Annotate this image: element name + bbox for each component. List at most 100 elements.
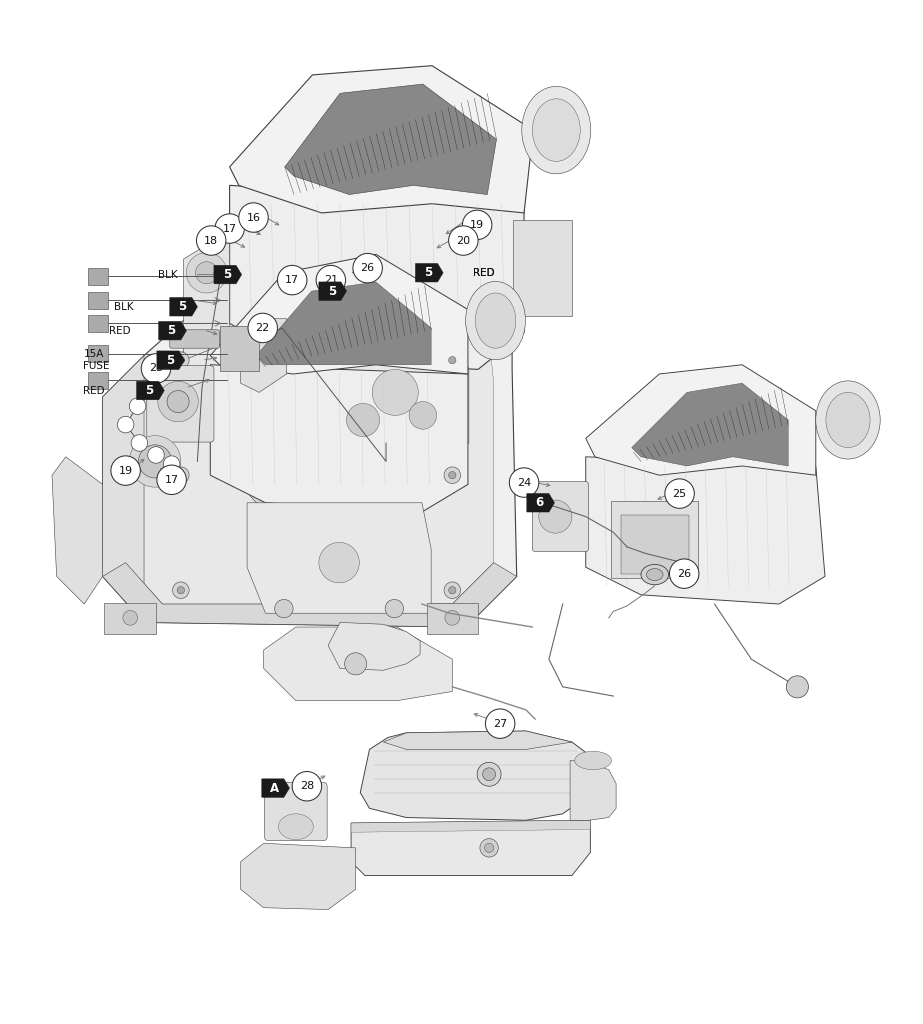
FancyBboxPatch shape — [88, 268, 108, 285]
Circle shape — [669, 559, 699, 589]
Text: 5: 5 — [222, 268, 231, 281]
Circle shape — [129, 398, 146, 415]
Polygon shape — [157, 351, 185, 370]
Circle shape — [346, 403, 379, 436]
Ellipse shape — [243, 427, 395, 523]
Ellipse shape — [521, 86, 591, 174]
Circle shape — [385, 599, 403, 617]
Text: 17: 17 — [164, 475, 179, 484]
Text: 21: 21 — [324, 275, 338, 285]
Polygon shape — [230, 185, 524, 370]
FancyBboxPatch shape — [88, 292, 108, 308]
Text: A: A — [270, 781, 280, 795]
FancyBboxPatch shape — [513, 220, 572, 316]
Polygon shape — [328, 623, 420, 671]
Circle shape — [275, 599, 294, 617]
FancyBboxPatch shape — [88, 315, 108, 332]
Polygon shape — [631, 383, 788, 466]
Circle shape — [173, 467, 189, 483]
Text: 6: 6 — [535, 497, 544, 509]
Text: 5: 5 — [146, 384, 153, 397]
Text: 16: 16 — [246, 213, 260, 222]
Polygon shape — [527, 494, 555, 512]
Polygon shape — [247, 503, 431, 613]
Ellipse shape — [826, 392, 870, 447]
Text: 5: 5 — [425, 266, 433, 280]
Polygon shape — [586, 365, 816, 475]
Circle shape — [177, 587, 185, 594]
Circle shape — [485, 844, 494, 853]
Text: 27: 27 — [493, 719, 508, 729]
Circle shape — [111, 456, 140, 485]
Ellipse shape — [465, 282, 525, 359]
Circle shape — [480, 839, 498, 857]
Text: BLK: BLK — [114, 302, 134, 311]
Text: RED: RED — [109, 326, 130, 336]
Circle shape — [177, 356, 185, 364]
Polygon shape — [137, 381, 164, 399]
Circle shape — [409, 401, 437, 429]
Polygon shape — [241, 844, 355, 909]
Circle shape — [353, 253, 382, 283]
Circle shape — [167, 390, 189, 413]
Polygon shape — [102, 318, 517, 627]
Circle shape — [372, 370, 418, 416]
Circle shape — [117, 417, 134, 433]
FancyBboxPatch shape — [104, 603, 156, 635]
Text: 26: 26 — [361, 263, 375, 273]
Circle shape — [196, 262, 218, 284]
Polygon shape — [214, 265, 242, 284]
FancyBboxPatch shape — [170, 330, 220, 348]
Polygon shape — [570, 761, 616, 820]
Circle shape — [344, 652, 366, 675]
Circle shape — [173, 352, 189, 369]
Circle shape — [477, 762, 501, 786]
Polygon shape — [285, 84, 497, 195]
Circle shape — [239, 203, 269, 232]
Text: 20: 20 — [456, 236, 471, 246]
Circle shape — [123, 610, 138, 626]
Polygon shape — [126, 337, 494, 604]
Polygon shape — [257, 282, 431, 365]
Circle shape — [539, 500, 572, 534]
FancyBboxPatch shape — [88, 345, 108, 362]
Text: 17: 17 — [222, 223, 236, 233]
Circle shape — [462, 210, 492, 240]
Polygon shape — [170, 298, 198, 316]
Ellipse shape — [533, 99, 581, 162]
FancyBboxPatch shape — [533, 481, 589, 552]
Circle shape — [186, 253, 227, 293]
Polygon shape — [184, 231, 230, 360]
Circle shape — [786, 676, 809, 698]
Text: 5: 5 — [167, 325, 175, 337]
Text: RED: RED — [473, 267, 494, 278]
Ellipse shape — [646, 568, 663, 581]
Text: 25: 25 — [673, 488, 687, 499]
Circle shape — [138, 444, 172, 478]
Circle shape — [278, 265, 307, 295]
Circle shape — [197, 226, 226, 255]
Ellipse shape — [279, 814, 313, 840]
Circle shape — [177, 471, 185, 479]
Text: RED: RED — [473, 267, 494, 278]
Text: 28: 28 — [300, 781, 314, 792]
Circle shape — [248, 313, 278, 343]
Polygon shape — [318, 282, 346, 300]
Circle shape — [444, 582, 461, 598]
Text: BLK: BLK — [159, 269, 178, 280]
Circle shape — [444, 352, 461, 369]
Text: 26: 26 — [677, 568, 691, 579]
Text: 18: 18 — [204, 236, 218, 246]
Circle shape — [157, 465, 186, 495]
Circle shape — [163, 456, 180, 472]
Circle shape — [316, 265, 345, 295]
Circle shape — [483, 768, 496, 780]
Ellipse shape — [174, 331, 215, 347]
Text: 19: 19 — [118, 466, 133, 475]
Polygon shape — [586, 457, 825, 604]
Circle shape — [215, 214, 245, 244]
Text: 19: 19 — [470, 220, 485, 230]
Circle shape — [444, 467, 461, 483]
Circle shape — [445, 610, 460, 626]
Ellipse shape — [641, 564, 668, 585]
